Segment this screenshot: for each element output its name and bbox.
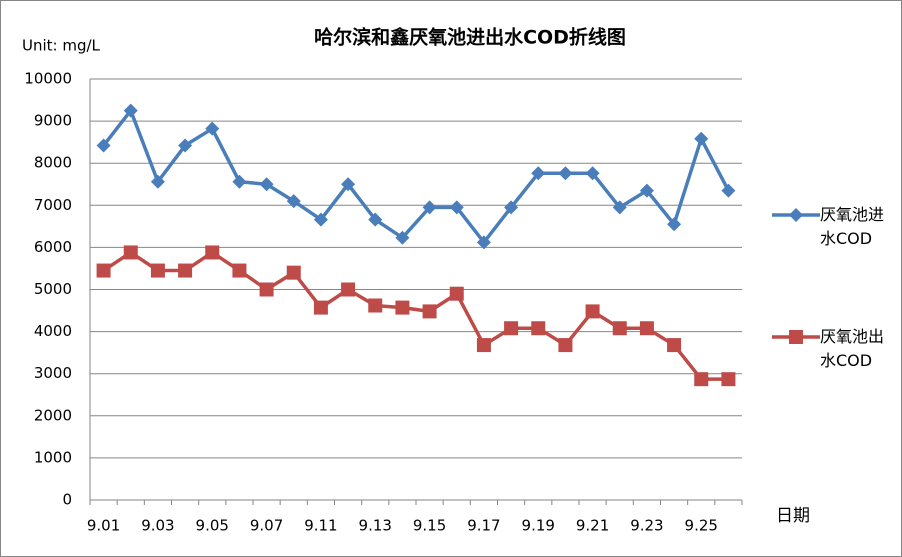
x-tick-label: 9.01 bbox=[87, 517, 120, 535]
point bbox=[476, 338, 491, 353]
point bbox=[368, 212, 383, 227]
point bbox=[150, 174, 165, 189]
point bbox=[422, 200, 437, 215]
point bbox=[639, 183, 654, 198]
point bbox=[612, 321, 627, 336]
y-tick-label: 7000 bbox=[34, 196, 72, 214]
point bbox=[694, 131, 709, 146]
legend-label: 厌氧池进水COD bbox=[820, 205, 885, 248]
point bbox=[259, 282, 274, 297]
point bbox=[531, 321, 546, 336]
point bbox=[123, 245, 138, 260]
y-tick-label: 3000 bbox=[34, 364, 72, 382]
point bbox=[313, 212, 328, 227]
point bbox=[178, 138, 193, 153]
point bbox=[341, 177, 356, 192]
point bbox=[639, 321, 654, 336]
x-tick-label: 9.23 bbox=[630, 517, 663, 535]
x-tick-label: 9.17 bbox=[467, 517, 500, 535]
point bbox=[96, 138, 111, 153]
point bbox=[395, 300, 410, 315]
point bbox=[150, 263, 165, 278]
point bbox=[721, 183, 736, 198]
point bbox=[504, 200, 519, 215]
y-tick-label: 0 bbox=[62, 491, 72, 509]
point bbox=[504, 321, 519, 336]
point bbox=[313, 300, 328, 315]
point bbox=[123, 103, 138, 118]
y-tick-label: 4000 bbox=[34, 322, 72, 340]
point bbox=[667, 217, 682, 232]
point bbox=[694, 372, 709, 387]
y-tick-label: 2000 bbox=[34, 406, 72, 424]
point bbox=[259, 177, 274, 192]
point bbox=[558, 166, 573, 181]
y-tick-label: 1000 bbox=[34, 448, 72, 466]
point bbox=[558, 338, 573, 353]
point bbox=[395, 230, 410, 245]
unit-label: Unit: mg/L bbox=[22, 37, 101, 55]
x-tick-label: 9.03 bbox=[141, 517, 174, 535]
chart-title: 哈尔滨和鑫厌氧池进出水COD折线图 bbox=[314, 26, 626, 49]
y-tick-label: 10000 bbox=[24, 70, 72, 88]
point bbox=[96, 263, 111, 278]
x-tick-label: 9.25 bbox=[685, 517, 718, 535]
y-tick-label: 9000 bbox=[34, 112, 72, 130]
x-tick-label: 9.11 bbox=[304, 517, 337, 535]
x-tick-label: 9.05 bbox=[196, 517, 229, 535]
legend-marker bbox=[789, 330, 803, 344]
y-tick-label: 5000 bbox=[34, 280, 72, 298]
point bbox=[585, 166, 600, 181]
x-axis-label: 日期 bbox=[776, 506, 810, 526]
point bbox=[341, 282, 356, 297]
point bbox=[449, 286, 464, 301]
point bbox=[178, 263, 193, 278]
point bbox=[612, 200, 627, 215]
x-tick-label: 9.07 bbox=[250, 517, 283, 535]
point bbox=[476, 235, 491, 250]
y-tick-label: 6000 bbox=[34, 238, 72, 256]
legend-marker bbox=[789, 208, 803, 222]
point bbox=[286, 194, 301, 209]
point bbox=[721, 372, 736, 387]
point bbox=[667, 338, 682, 353]
point bbox=[232, 263, 247, 278]
series-line bbox=[102, 108, 730, 245]
point bbox=[205, 121, 220, 136]
x-tick-label: 9.19 bbox=[522, 517, 555, 535]
point bbox=[449, 200, 464, 215]
point bbox=[368, 298, 383, 313]
x-tick-label: 9.15 bbox=[413, 517, 446, 535]
point bbox=[531, 166, 546, 181]
point bbox=[205, 245, 220, 260]
point bbox=[585, 304, 600, 319]
x-tick-label: 9.13 bbox=[359, 517, 392, 535]
point bbox=[286, 265, 301, 280]
y-tick-label: 8000 bbox=[34, 154, 72, 172]
point bbox=[232, 174, 247, 189]
x-tick-label: 9.21 bbox=[576, 517, 609, 535]
legend-label: 厌氧池出水COD bbox=[820, 327, 885, 370]
point bbox=[422, 304, 437, 319]
